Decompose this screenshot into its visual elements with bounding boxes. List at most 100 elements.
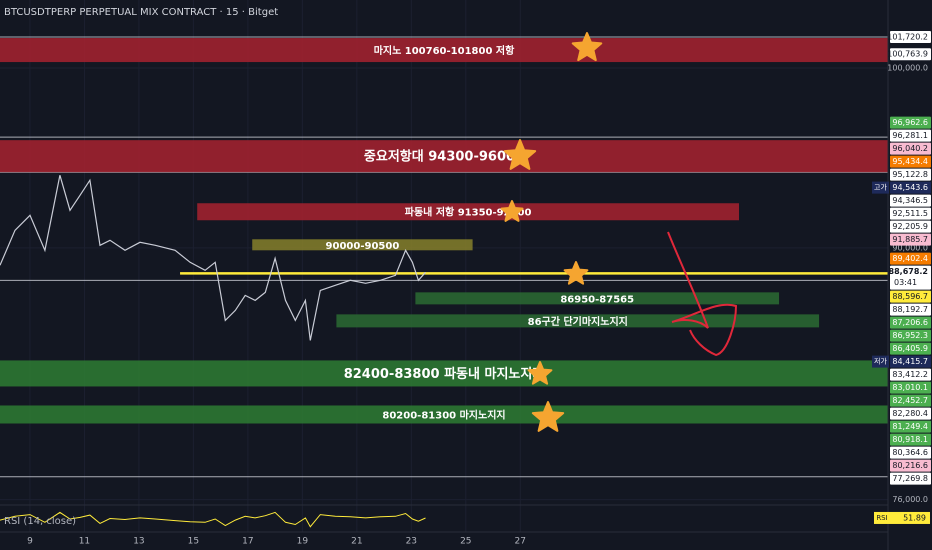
star [531,401,565,432]
zone [415,292,780,305]
price-label-box [890,407,931,420]
price-label: 88,192.7 [892,305,928,314]
price-label-box [890,381,931,394]
price-label: 80,918.1 [892,435,928,444]
price-label-box [890,233,931,246]
rsi-title: RSI (14, close) [4,516,76,527]
price-label-box [890,368,931,381]
price-label: 100,763.9 [887,50,928,59]
rsi-value: 51.89 [903,513,926,522]
x-tick-label: 19 [297,537,309,547]
star [571,32,603,62]
price-label-box [890,265,931,290]
price-label: 83,412.2 [892,370,928,379]
price-label-box [890,420,931,433]
price-label: 80,216.6 [892,461,928,470]
rsi-badge: RSI [876,514,887,522]
price-label: 83,010.1 [892,383,928,392]
price-label-box [890,207,931,220]
price-label-box [890,394,931,407]
price-axis: 76,000.0 90,000.0 100,000.0 RSI 51.89 101,720… [872,31,931,524]
price-label: 94,346.5 [892,196,928,205]
price-label-box [890,329,931,342]
zone [0,140,888,173]
price-tag: 고가 [874,183,887,192]
price-label: 94,543.6 [892,183,928,192]
star [503,139,537,170]
x-tick-label: 17 [242,537,253,547]
price-label-box [890,446,931,459]
x-tick-label: 27 [515,537,526,547]
star [527,361,553,385]
price-label-box [890,472,931,485]
price-label-box [890,316,931,329]
zone-label: 86구간 단기마지노지지 [528,315,628,328]
price-label: 96,962.6 [892,118,928,127]
price-label: 95,122.8 [892,170,928,179]
price-label-box [890,252,931,265]
price-label-box [890,342,931,355]
rsi-line [0,511,426,528]
x-tick-label: 13 [133,537,144,547]
y-tick-label: 76,000.0 [892,495,928,504]
price-label: 92,511.5 [892,209,928,218]
price-label-box [890,181,931,194]
zone [0,360,888,387]
chart-title: BTCUSDTPERP PERPETUAL MIX CONTRACT · 15 … [4,7,278,18]
price-label: 96,040.2 [892,144,928,153]
price-label-box [890,31,931,44]
price-label: 86,952.3 [892,331,928,340]
price-label-box [890,433,931,446]
price-label: 82,452.7 [892,396,928,405]
zone [0,38,888,63]
price-label: 88,678.2 [889,267,928,276]
hand-drawn-arrow [667,231,738,357]
rsi-badge-box [874,511,890,524]
star [563,261,589,285]
y-tick-label: 90,000.0 [892,243,928,252]
price-label-box [890,155,931,168]
x-tick-label: 23 [406,537,417,547]
zone-label: 90000-90500 [326,241,400,252]
price-label: 95,434.4 [892,157,928,166]
price-label: 81,249.4 [892,422,928,431]
price-label: 88,596.7 [892,292,928,301]
price-label: 89,402.4 [892,254,928,263]
y-tick-label: 100,000.0 [887,63,928,72]
price-label: 101,720.2 [887,33,928,42]
zone-label: 82400-83800 파동내 마지노지지 [344,366,545,382]
price-label: 92,205.9 [892,222,928,231]
plot [0,175,426,528]
price-label: 91,885.7 [892,235,928,244]
rsi-value-box [890,511,930,524]
price-label-box [890,129,931,142]
star [500,200,524,222]
price-label-box [890,290,931,303]
zone-label: 중요저항대 94300-96000 [364,149,524,165]
price-line [0,175,426,341]
zone [0,405,888,424]
price-label-box [890,220,931,233]
x-tick-label: 25 [460,537,471,547]
zone-label: 80200-81300 마지노지지 [382,408,505,421]
price-label-box [890,355,931,368]
price-label-box [890,194,931,207]
price-label: 77,269.8 [892,474,928,483]
price-label: 87,206.6 [892,318,928,327]
price-label: 86,405.9 [892,344,928,353]
x-tick-label: 9 [27,537,33,547]
price-label-box [890,142,931,155]
x-tick-label: 21 [351,537,362,547]
price-label: 84,415.7 [892,357,928,366]
price-label-box [890,168,931,181]
zone [197,203,740,221]
price-label-box [890,116,931,129]
price-tag-box [872,355,889,368]
price-label: 80,364.6 [892,448,928,457]
stars [500,32,603,432]
zone [252,239,473,251]
x-tick-label: 15 [188,537,199,547]
price-label-box [890,459,931,472]
